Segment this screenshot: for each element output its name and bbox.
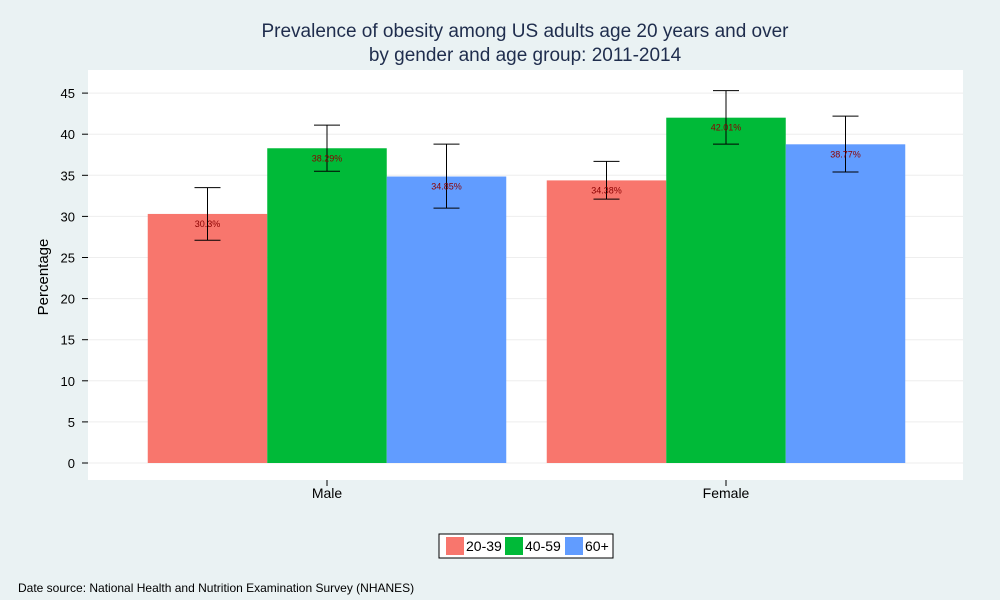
y-tick-label: 15 [61, 333, 75, 348]
legend-label: 40-59 [525, 538, 561, 554]
bars: 30.3% 38.29% 34.85% 34.38% 42.01% 38.77% [147, 90, 906, 464]
y-tick-label: 25 [61, 251, 75, 266]
bar [666, 117, 786, 464]
y-tick-label: 0 [68, 456, 75, 471]
y-tick-label: 35 [61, 168, 75, 183]
bar [785, 144, 906, 463]
source-note: Date source: National Health and Nutriti… [18, 581, 414, 595]
bar [386, 176, 507, 463]
legend-swatch [505, 537, 523, 555]
y-tick-label: 40 [61, 127, 75, 142]
data-label: 34.38% [591, 185, 622, 195]
legend-swatch [565, 537, 583, 555]
y-tick-label: 30 [61, 209, 75, 224]
data-label: 34.85% [431, 182, 462, 192]
x-tick-label: Female [703, 485, 750, 501]
data-label: 38.29% [312, 153, 343, 163]
chart-title-line1: Prevalence of obesity among US adults ag… [261, 21, 789, 42]
data-label: 38.77% [830, 149, 861, 159]
legend-label: 20-39 [466, 538, 502, 554]
bar [546, 180, 667, 463]
data-label: 42.01% [711, 123, 742, 133]
y-axis-title: Percentage [35, 239, 52, 316]
legend: 20-39 40-59 60+ [438, 533, 614, 559]
x-axis: Male Female [312, 480, 750, 501]
data-label: 30.3% [195, 219, 221, 229]
y-axis: 0 5 10 15 20 25 30 35 40 45 [61, 86, 88, 471]
y-tick-label: 10 [61, 374, 75, 389]
bar [147, 213, 268, 463]
x-tick-label: Male [312, 485, 343, 501]
legend-box [438, 533, 614, 559]
bar [267, 148, 387, 463]
legend-label: 60+ [585, 538, 609, 554]
y-tick-label: 5 [68, 415, 75, 430]
legend-swatch [446, 537, 464, 555]
y-tick-label: 20 [61, 292, 75, 307]
y-tick-label: 45 [61, 86, 75, 101]
chart-title-line2: by gender and age group: 2011-2014 [369, 45, 682, 66]
